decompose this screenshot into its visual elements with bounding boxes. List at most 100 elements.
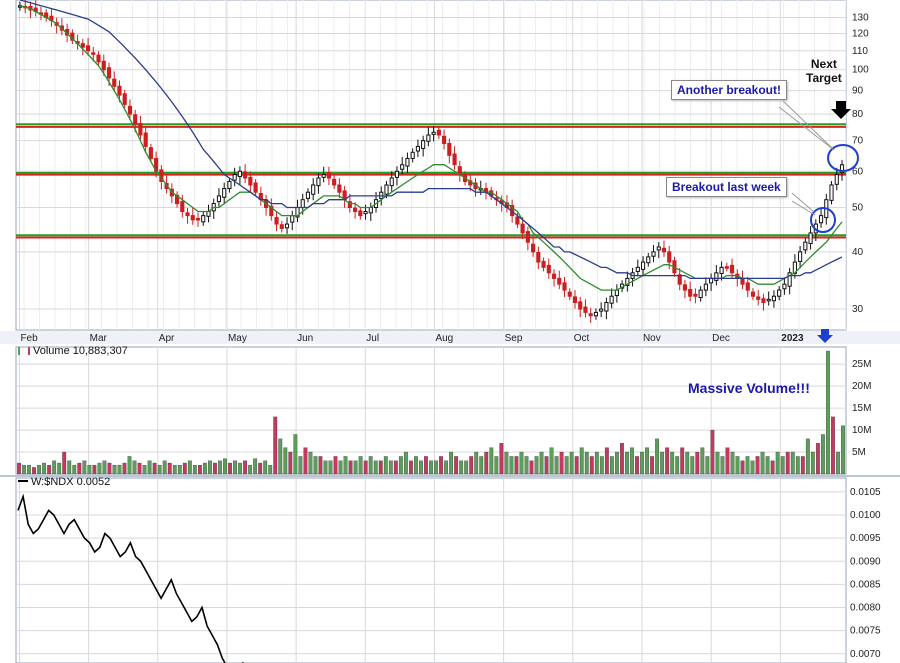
candle <box>394 166 400 186</box>
candle <box>688 281 693 302</box>
volume-bar <box>569 451 574 475</box>
volume-bar <box>202 462 207 475</box>
volume-bar <box>820 434 825 475</box>
volume-bar <box>459 460 464 475</box>
volume-bar <box>609 456 614 475</box>
volume-bar <box>690 456 695 475</box>
candle <box>698 286 703 302</box>
volume-bar <box>439 456 443 475</box>
candle-body <box>724 266 729 269</box>
volume-bar <box>725 447 730 475</box>
candle-body <box>536 252 541 263</box>
candle <box>771 290 777 308</box>
volume-bar <box>449 451 454 475</box>
candle <box>305 188 311 203</box>
volume-bar <box>107 462 112 475</box>
volume-bar <box>293 434 298 475</box>
volume-bar <box>343 456 348 475</box>
month-tick-label: 2023 <box>781 333 804 344</box>
candle <box>222 182 227 205</box>
candle <box>787 267 792 295</box>
price-tick-label: 60 <box>852 166 864 177</box>
candle-body <box>677 274 682 285</box>
volume-tick-label: 15M <box>852 403 871 414</box>
candle-body <box>562 282 567 291</box>
volume-bar <box>243 460 248 475</box>
candle-body <box>609 295 614 304</box>
candle <box>557 270 562 290</box>
volume-bar <box>419 460 423 475</box>
candle-body <box>452 153 457 166</box>
candle <box>588 307 593 323</box>
candle <box>520 217 525 239</box>
volume-bar <box>92 465 97 475</box>
candle-body <box>180 201 185 213</box>
volume-bar <box>534 456 539 475</box>
candle-body <box>290 215 295 223</box>
candle-body <box>520 223 525 234</box>
candle-body <box>216 195 222 203</box>
candle <box>745 276 750 298</box>
candle <box>546 258 551 279</box>
volume-bar <box>745 456 750 475</box>
candle-body <box>311 184 316 195</box>
candle <box>337 178 342 199</box>
candle-body <box>436 129 441 136</box>
candle-body <box>541 260 546 268</box>
candle-body <box>185 212 190 217</box>
volume-bar <box>363 460 368 475</box>
volume-bar <box>579 447 584 475</box>
candle <box>85 38 91 56</box>
volume-bar <box>308 451 313 475</box>
candle-body <box>91 52 96 55</box>
candle-body <box>431 131 436 135</box>
candle-body <box>400 164 405 170</box>
candle-body <box>787 272 792 287</box>
candle <box>227 177 232 193</box>
volume-bar <box>424 456 428 475</box>
candle <box>248 171 253 193</box>
candle <box>321 166 326 183</box>
candle <box>400 156 405 175</box>
volume-bar <box>559 451 564 475</box>
callout-pointer-last-week <box>791 200 816 216</box>
volume-tick-label: 5M <box>852 447 866 458</box>
candle <box>421 135 426 157</box>
candle-body <box>269 205 274 217</box>
candle-body <box>300 199 305 209</box>
annotation-next-target: Next Target <box>806 57 842 85</box>
candle <box>216 188 222 207</box>
candle-body <box>698 289 703 299</box>
candle-body <box>96 54 101 63</box>
candle-body <box>834 174 839 185</box>
volume-panel-label: Volume 10,883,307 <box>18 345 128 357</box>
volume-bar <box>373 460 378 475</box>
volume-bar <box>640 451 644 475</box>
volume-bar <box>685 451 690 475</box>
candle <box>536 246 541 270</box>
volume-bar <box>398 456 403 475</box>
volume-bar <box>504 451 509 475</box>
candle-body <box>761 298 766 304</box>
candle-body <box>693 293 698 297</box>
volume-bar <box>454 456 459 475</box>
candle <box>682 279 688 299</box>
volume-bar <box>82 460 87 475</box>
volume-bar <box>836 451 840 475</box>
candle-body <box>782 283 787 290</box>
month-tick-label: Aug <box>435 333 453 344</box>
candle-body <box>426 134 431 142</box>
volume-bar <box>755 456 760 475</box>
candle-body <box>410 151 415 159</box>
price-tick-label: 30 <box>852 304 864 315</box>
axis-labels: Feb Mar Apr May Jun Jul Aug Sep Oct Nov Dec 2023 30 4… <box>20 13 881 660</box>
candle-body <box>394 170 400 178</box>
volume-bar <box>167 462 172 475</box>
volume-bar <box>273 416 278 475</box>
support-resistance-lines <box>16 123 846 239</box>
price-tick-label: 70 <box>852 136 864 147</box>
volume-bar <box>182 462 187 475</box>
candle <box>353 202 358 219</box>
volume-tick-label: 25M <box>852 359 871 370</box>
